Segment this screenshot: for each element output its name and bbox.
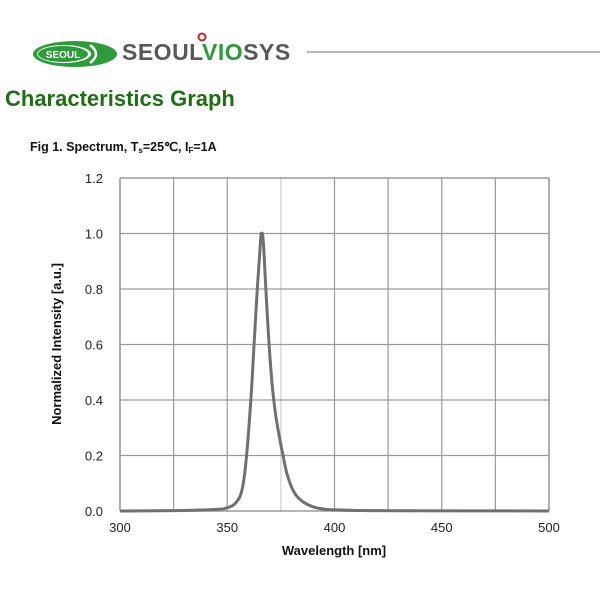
- header: SEOUL SEOULVIOSYS: [0, 0, 600, 80]
- spectrum-curve: [119, 231, 550, 513]
- brand-wordmark: SEOULVIOSYS: [122, 39, 291, 66]
- y-tick-label: 0.0: [85, 504, 103, 519]
- chart-ticks: 300 350 400 450 500 0.0 0.2 0.4 0.6 0.8 1.0 1.2: [85, 171, 560, 535]
- x-tick-label: 350: [216, 520, 238, 535]
- x-tick-label: 500: [538, 520, 560, 535]
- y-tick-label: 0.8: [85, 282, 103, 297]
- x-axis-label: Wavelength [nm]: [282, 543, 386, 558]
- figure-title-suffix: =1A: [193, 140, 217, 154]
- x-tick-label: 400: [324, 520, 346, 535]
- figure-title-sub-f: F: [188, 146, 194, 155]
- chart-grid: [119, 177, 550, 512]
- svg-text:SEOUL: SEOUL: [46, 50, 80, 61]
- figure-title: Fig 1. Spectrum, Ts=25℃, IF=1A: [30, 139, 217, 155]
- brand-suffix: SYS: [243, 39, 291, 65]
- y-axis-label: Normalized Intensity [a.u.]: [49, 263, 64, 425]
- page-title: Characteristics Graph: [5, 86, 235, 111]
- figure-title-mid: =25℃, I: [142, 140, 189, 154]
- figure-title-prefix: Fig 1. Spectrum, T: [30, 140, 139, 154]
- brand-prefix: SEOUL: [122, 39, 203, 65]
- y-tick-label: 1.2: [85, 171, 103, 186]
- seoul-logo-icon: SEOUL: [33, 41, 117, 67]
- x-tick-label: 450: [431, 520, 453, 535]
- y-tick-label: 1.0: [85, 227, 103, 242]
- header-divider: [307, 51, 600, 53]
- figure-title-sub-s: s: [138, 146, 143, 155]
- y-tick-label: 0.6: [85, 338, 103, 353]
- logo-dot-icon: [197, 32, 207, 42]
- y-tick-label: 0.4: [85, 393, 103, 408]
- brand-highlight: VIO: [202, 39, 244, 65]
- x-tick-label: 300: [109, 520, 131, 535]
- y-tick-label: 0.2: [85, 449, 103, 464]
